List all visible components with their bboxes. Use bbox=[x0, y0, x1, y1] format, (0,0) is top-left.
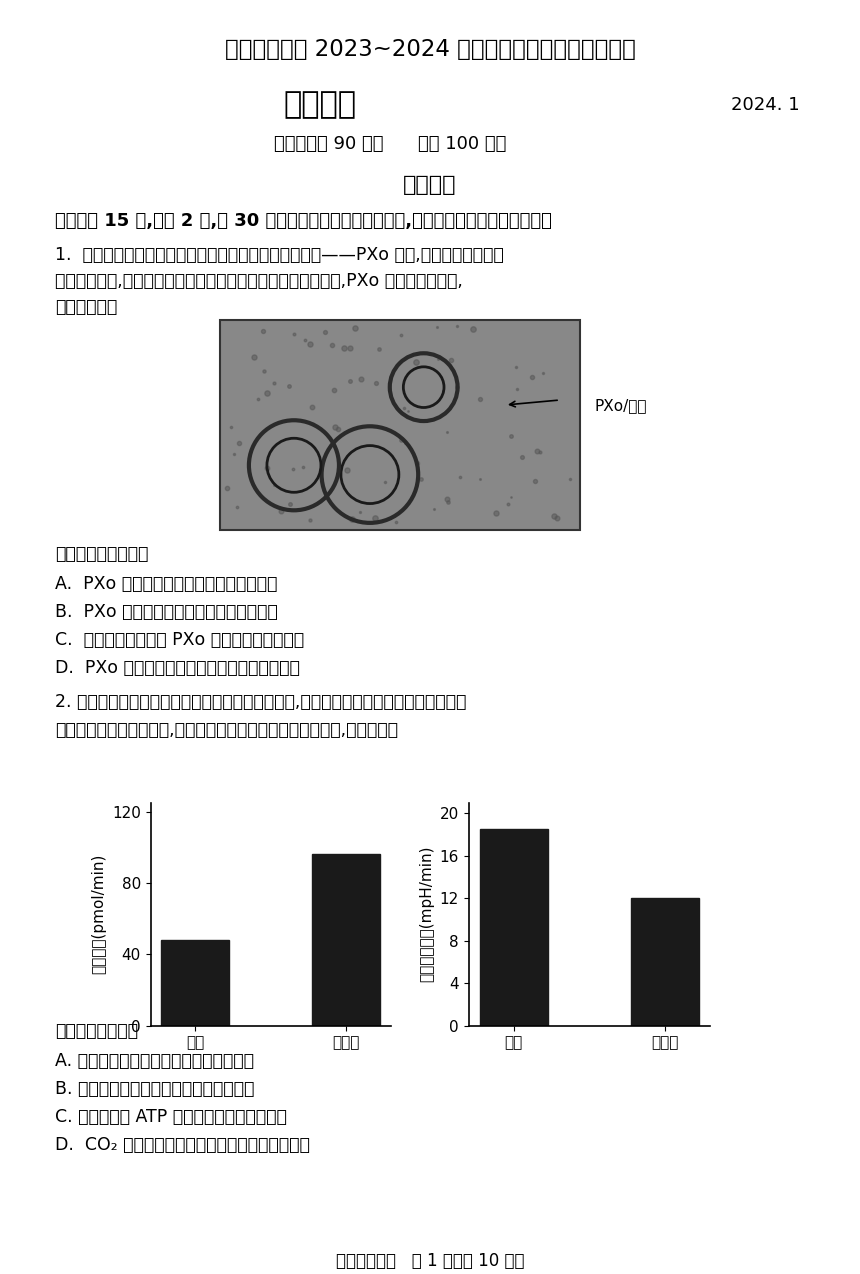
Text: 1.  研究者在果蝇的肠吸收细胞中发现了一种新的细胞器——PXo 小体,如图所示。该细胞: 1. 研究者在果蝇的肠吸收细胞中发现了一种新的细胞器——PXo 小体,如图所示。… bbox=[55, 246, 504, 264]
Text: 相关叙述不合理的是: 相关叙述不合理的是 bbox=[55, 545, 149, 563]
FancyBboxPatch shape bbox=[220, 320, 580, 530]
Text: D.  CO₂ 产生速率较低导致突触体胞外酸化速率低: D. CO₂ 产生速率较低导致突触体胞外酸化速率低 bbox=[55, 1136, 310, 1154]
Text: 器具有多层膜,膜的结构与细胞膜相似。当饮食中磷酸盐不足时,PXo 小体膜层数减少,: 器具有多层膜,膜的结构与细胞膜相似。当饮食中磷酸盐不足时,PXo 小体膜层数减少… bbox=[55, 273, 463, 290]
Text: 2024. 1: 2024. 1 bbox=[731, 96, 800, 113]
Bar bbox=[480, 829, 548, 1026]
Y-axis label: 胞外酸化速率(mpH/min): 胞外酸化速率(mpH/min) bbox=[419, 846, 434, 982]
Text: A.  PXo 小体膜以磷脂双分子层为基本骨架: A. PXo 小体膜以磷脂双分子层为基本骨架 bbox=[55, 575, 278, 592]
Text: 2. 为研究神经元胞体和轴突末梢处细胞呼吸的差异,科研人员单独培养神经元的胞体和突: 2. 为研究神经元胞体和轴突末梢处细胞呼吸的差异,科研人员单独培养神经元的胞体和… bbox=[55, 693, 466, 711]
Bar bbox=[630, 898, 698, 1026]
Text: 下列推测正确的是: 下列推测正确的是 bbox=[55, 1022, 138, 1040]
Bar bbox=[162, 940, 230, 1026]
Y-axis label: 耗氧速率(pmol/min): 耗氧速率(pmol/min) bbox=[91, 854, 107, 975]
Text: C. 突触体产生 ATP 的速率低于神经元的胞体: C. 突触体产生 ATP 的速率低于神经元的胞体 bbox=[55, 1108, 287, 1126]
Text: C.  胞内磷酸盐充足时 PXo 小体膜层数可能增加: C. 胞内磷酸盐充足时 PXo 小体膜层数可能增加 bbox=[55, 631, 304, 648]
Bar bbox=[312, 855, 380, 1026]
Text: 高三生物: 高三生物 bbox=[284, 90, 357, 118]
Text: B.  PXo 小体的功能与粗面内质网非常相似: B. PXo 小体的功能与粗面内质网非常相似 bbox=[55, 603, 278, 620]
Text: 北京市朝阳区 2023~2024 学年度第一学期期末质量检测: 北京市朝阳区 2023~2024 学年度第一学期期末质量检测 bbox=[224, 38, 636, 61]
Text: 高三生物试卷   第 1 页（共 10 页）: 高三生物试卷 第 1 页（共 10 页） bbox=[335, 1252, 525, 1270]
Text: 最终被降解。: 最终被降解。 bbox=[55, 298, 117, 316]
Text: D.  PXo 小体动态解体利于维持胞内磷酸盐稳态: D. PXo 小体动态解体利于维持胞内磷酸盐稳态 bbox=[55, 659, 300, 676]
Text: A. 突触体无氧呼吸速率高于神经元的胞体: A. 突触体无氧呼吸速率高于神经元的胞体 bbox=[55, 1052, 254, 1070]
Text: B. 突触体有氧呼吸速率高于神经元的胞体: B. 突触体有氧呼吸速率高于神经元的胞体 bbox=[55, 1080, 255, 1098]
Text: 第一部分: 第一部分 bbox=[403, 175, 457, 195]
Text: （考试时间 90 分钟      满分 100 分）: （考试时间 90 分钟 满分 100 分） bbox=[273, 135, 507, 153]
Text: 触体（主体为突触小体）,检测二者的耗氧速率和胞外酸化速率,结果如图。: 触体（主体为突触小体）,检测二者的耗氧速率和胞外酸化速率,结果如图。 bbox=[55, 721, 398, 739]
Text: 本部分共 15 题,每题 2 分,共 30 分。在每题列出的四个选项中,选出最符合题目要求的一项。: 本部分共 15 题,每题 2 分,共 30 分。在每题列出的四个选项中,选出最符… bbox=[55, 211, 552, 231]
Text: PXo/小体: PXo/小体 bbox=[595, 397, 648, 413]
